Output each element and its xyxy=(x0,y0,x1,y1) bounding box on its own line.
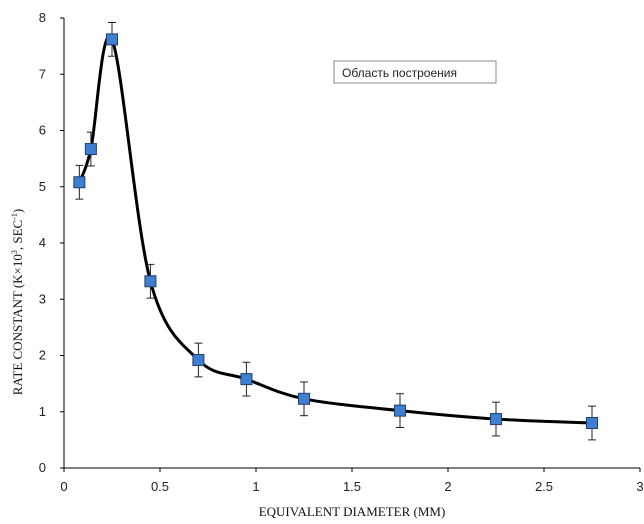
data-point xyxy=(240,373,253,386)
y-axis-ticks: 0 1 2 3 4 5 6 7 8 xyxy=(39,10,64,475)
y-axis-title-exp2: -1 xyxy=(10,213,19,220)
data-point xyxy=(586,417,598,429)
data-point xyxy=(106,33,118,46)
plot-area-tooltip: Область построения xyxy=(333,60,497,84)
data-point xyxy=(394,404,406,417)
y-axis-title-exp1: 3 xyxy=(10,250,19,254)
x-axis-title: EQUIVALENT DIAMETER (MM) xyxy=(259,504,446,519)
data-point xyxy=(144,275,157,288)
data-point xyxy=(73,176,86,189)
data-point xyxy=(84,143,97,156)
x-tick-label: 3 xyxy=(636,479,643,494)
y-tick-label: 3 xyxy=(39,291,46,306)
error-bars xyxy=(75,22,596,441)
y-axis-title: RATE CONSTANT (K×103, SEC-1) xyxy=(10,209,25,395)
y-tick-label: 8 xyxy=(39,10,46,25)
x-tick-label: 0 xyxy=(60,479,67,494)
tooltip-text: Область построения xyxy=(342,66,457,80)
y-axis-title-end: ) xyxy=(10,209,25,213)
y-tick-label: 2 xyxy=(39,348,46,363)
x-axis-ticks: 0 0.5 1 1.5 2 2.5 3 xyxy=(60,468,644,494)
x-tick-label: 1 xyxy=(252,479,259,494)
tooltip-box xyxy=(333,60,497,84)
data-point xyxy=(490,413,502,426)
fit-curve xyxy=(77,35,594,425)
data-points xyxy=(73,33,598,429)
data-point xyxy=(298,392,310,405)
y-axis-title-main: RATE CONSTANT (K×10 xyxy=(10,254,25,395)
y-tick-label: 7 xyxy=(39,66,46,81)
x-tick-label: 0.5 xyxy=(151,479,169,494)
y-tick-label: 6 xyxy=(39,123,46,138)
y-tick-label: 1 xyxy=(39,404,46,419)
y-tick-label: 0 xyxy=(39,460,46,475)
y-tick-label: 4 xyxy=(39,235,46,250)
y-axis-title-mid: , SEC xyxy=(10,220,25,250)
x-tick-label: 2.5 xyxy=(535,479,553,494)
x-tick-label: 2 xyxy=(444,479,451,494)
axes xyxy=(63,18,640,469)
y-tick-label: 5 xyxy=(39,179,46,194)
data-point xyxy=(192,354,205,366)
x-tick-label: 1.5 xyxy=(343,479,361,494)
